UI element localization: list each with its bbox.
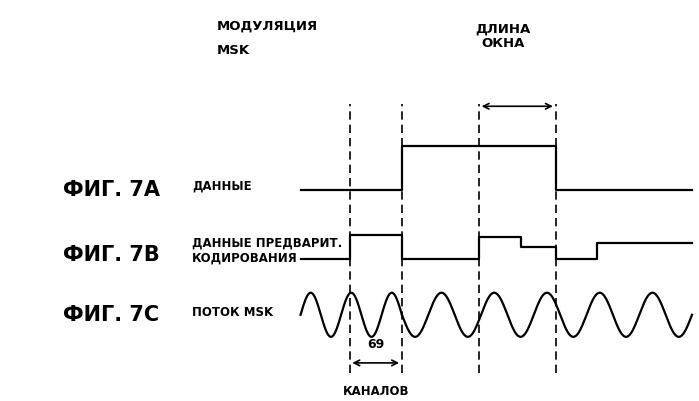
Text: ДЛИНА
ОКНА: ДЛИНА ОКНА: [475, 22, 531, 50]
Text: ДАННЫЕ: ДАННЫЕ: [192, 180, 252, 193]
Text: ФИГ. 7С: ФИГ. 7С: [63, 305, 159, 325]
Text: ФИГ. 7А: ФИГ. 7А: [63, 180, 160, 200]
Text: КАНАЛОВ: КАНАЛОВ: [343, 385, 409, 398]
Text: ПОТОК MSK: ПОТОК MSK: [192, 306, 273, 319]
Text: MSK: MSK: [217, 44, 250, 57]
Text: ДАННЫЕ ПРЕДВАРИТ.
КОДИРОВАНИЯ: ДАННЫЕ ПРЕДВАРИТ. КОДИРОВАНИЯ: [192, 237, 343, 265]
Text: 69: 69: [367, 338, 384, 351]
Text: ФИГ. 7В: ФИГ. 7В: [63, 245, 159, 265]
Text: МОДУЛЯЦИЯ: МОДУЛЯЦИЯ: [217, 20, 318, 32]
